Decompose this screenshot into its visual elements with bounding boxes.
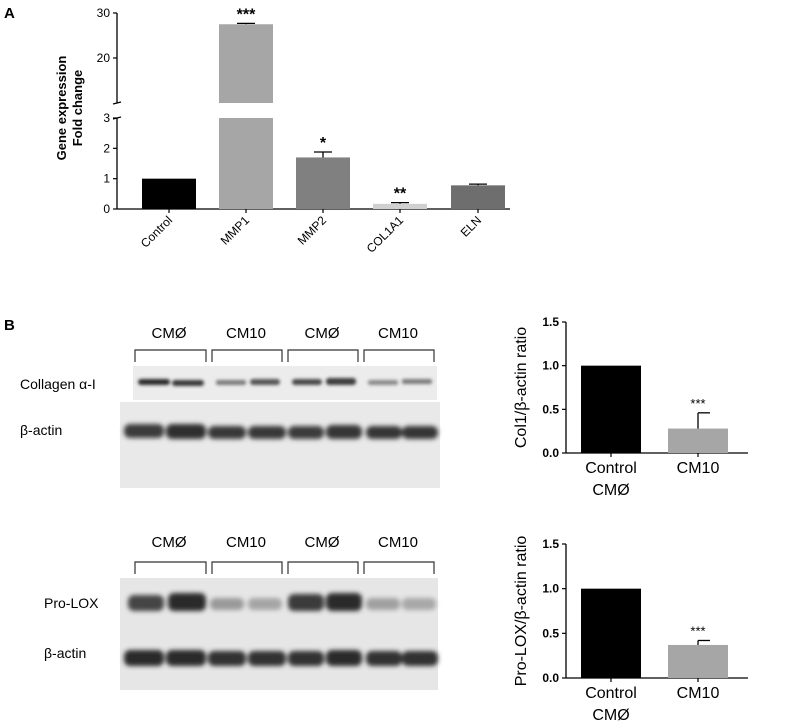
bar-eln bbox=[451, 185, 505, 209]
western-blot-top: CMØ CM10 CMØ CM10 Collagen α-I β-actin bbox=[20, 325, 440, 488]
chart-a: 0 1 2 3 20 30 Control *** MMP1 * MMP2 ** COL1A1 ELN bbox=[97, 6, 510, 256]
bar-mmp1 bbox=[219, 118, 273, 209]
blot-bottom-band-label-2: β-actin bbox=[44, 645, 86, 661]
collagen-bands bbox=[138, 378, 432, 386]
panel-a-xtick-label: MMP1 bbox=[218, 213, 253, 248]
blot-bottom-group-2: CM10 bbox=[226, 534, 266, 551]
chart-b-top-xtick-label: Control bbox=[585, 460, 637, 477]
chart-b-bottom-ylabel: Pro-LOX/β-actin ratio bbox=[513, 536, 530, 687]
panel-a-ylabel: Gene expression Fold change bbox=[54, 56, 85, 161]
western-blot-bottom: CMØ CM10 CMØ CM10 Pro-LOX β-actin bbox=[44, 534, 438, 690]
panel-a-ytick-label: 3 bbox=[103, 111, 110, 125]
bar-col1a1 bbox=[373, 203, 427, 209]
blot-top-group-1: CMØ bbox=[152, 325, 187, 342]
panel-a-letter: A bbox=[4, 5, 15, 22]
blot-top-group-2: CM10 bbox=[226, 325, 266, 342]
significance-label: * bbox=[320, 135, 327, 152]
panel-a-ytick-label: 0 bbox=[103, 202, 110, 216]
chart-b-top-xtick-label: CM10 bbox=[677, 460, 720, 477]
panel-a-xtick-label: Control bbox=[138, 213, 175, 250]
panel-a-ytick-label: 30 bbox=[97, 6, 111, 20]
chart-b-bottom-significance-label: *** bbox=[690, 623, 705, 638]
panel-a-xtick-label: COL1A1 bbox=[364, 213, 407, 256]
chart-b-top-bar-control bbox=[581, 365, 641, 453]
chart-b-bottom-xtick-label: CMØ bbox=[592, 707, 629, 724]
chart-b-top: 0.0 0.5 1.0 1.5 Col1/β-actin ratio Control CMØ… bbox=[513, 315, 748, 499]
chart-b-bottom-xtick-label: CM10 bbox=[677, 685, 720, 702]
blot-bottom-brackets bbox=[134, 561, 435, 574]
bar-mmp2 bbox=[296, 157, 350, 209]
blot-bottom-band-label-1: Pro-LOX bbox=[44, 595, 99, 611]
bar-control bbox=[142, 178, 196, 209]
chart-b-top-ytick-label: 0.5 bbox=[542, 402, 559, 416]
chart-b-top-ytick-label: 1.0 bbox=[542, 359, 559, 373]
blot-bottom-group-4: CM10 bbox=[378, 534, 418, 551]
chart-b-top-ytick-label: 0.0 bbox=[542, 446, 559, 460]
bar-mmp1-upper bbox=[219, 24, 273, 103]
beta-actin-bands-top bbox=[124, 424, 438, 439]
chart-b-bottom-ytick-label: 0.0 bbox=[542, 671, 559, 685]
chart-b-top-xtick-label: CMØ bbox=[592, 482, 629, 499]
blot-top-band-label-1: Collagen α-I bbox=[20, 376, 96, 392]
blot-top-membrane-2 bbox=[120, 402, 440, 488]
panel-a-ylabel-line1: Gene expression bbox=[54, 56, 69, 161]
chart-b-top-ytick-label: 1.5 bbox=[542, 315, 559, 329]
blot-bottom-group-3: CMØ bbox=[305, 534, 340, 551]
blot-top-band-label-2: β-actin bbox=[20, 422, 62, 438]
beta-actin-bands-bottom bbox=[124, 650, 438, 666]
blot-top-group-3: CMØ bbox=[305, 325, 340, 342]
pro-lox-bands bbox=[128, 593, 436, 611]
chart-b-bottom-bar-cm10 bbox=[668, 644, 728, 678]
chart-b-top-significance-label: *** bbox=[690, 396, 705, 411]
blot-bottom-group-1: CMØ bbox=[152, 534, 187, 551]
blot-top-group-4: CM10 bbox=[378, 325, 418, 342]
chart-b-bottom-ytick-label: 0.5 bbox=[542, 626, 559, 640]
blot-bottom-membrane bbox=[120, 578, 438, 690]
chart-b-bottom-xtick-label: Control bbox=[585, 685, 637, 702]
chart-b-top-ylabel: Col1/β-actin ratio bbox=[513, 327, 530, 448]
panel-a-xtick-label: MMP2 bbox=[295, 213, 330, 248]
significance-label: *** bbox=[237, 6, 256, 23]
chart-b-bottom: 0.0 0.5 1.0 1.5 Pro-LOX/β-actin ratio Control… bbox=[513, 536, 748, 724]
panel-a-ytick-label: 2 bbox=[103, 141, 110, 155]
panel-a-ytick-label: 20 bbox=[97, 51, 111, 65]
chart-b-bottom-ytick-label: 1.0 bbox=[542, 582, 559, 596]
panel-b-letter: B bbox=[4, 317, 15, 334]
chart-b-bottom-ytick-label: 1.5 bbox=[542, 537, 559, 551]
significance-label: ** bbox=[394, 186, 407, 203]
panel-a-axis-break-mark bbox=[112, 101, 122, 105]
panel-a-ytick-label: 1 bbox=[103, 172, 110, 186]
chart-b-top-bar-cm10 bbox=[668, 428, 728, 453]
chart-b-bottom-bar-control bbox=[581, 588, 641, 678]
panel-a-xtick-label: ELN bbox=[458, 213, 484, 239]
panel-a-ylabel-line2: Fold change bbox=[70, 70, 85, 147]
blot-top-brackets bbox=[134, 349, 435, 362]
